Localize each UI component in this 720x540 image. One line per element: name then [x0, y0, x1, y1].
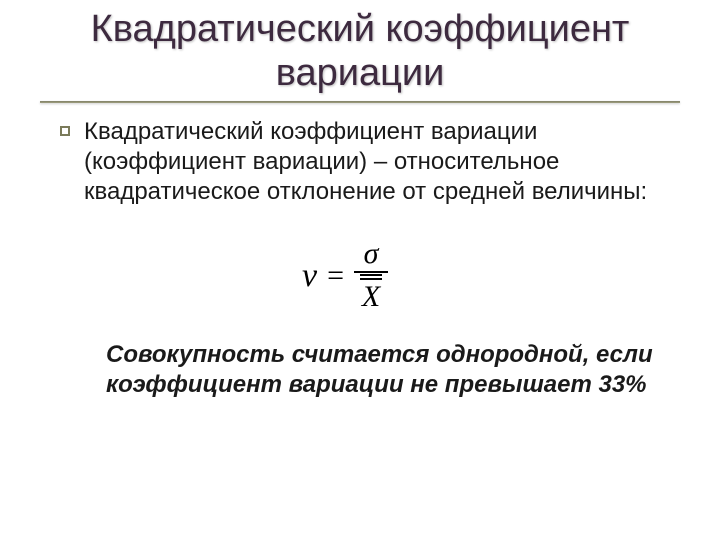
formula-fraction: σ X [354, 239, 388, 312]
formula-numerator: σ [358, 239, 385, 271]
square-bullet-icon [60, 126, 70, 136]
bullet-item: Квадратический коэффициент вариации (коэ… [60, 117, 690, 207]
slide-container: Квадратический коэффициент вариации Квад… [0, 0, 720, 540]
overbar-icon [360, 278, 382, 280]
slide-title: Квадратический коэффициент вариации [30, 8, 690, 95]
conclusion-text: Совокупность считается однородной, если … [60, 340, 690, 400]
formula-equals: = [327, 259, 344, 293]
title-underline [40, 101, 680, 103]
body-content: Квадратический коэффициент вариации (коэ… [30, 117, 690, 400]
overbar-icon [360, 274, 382, 276]
denominator-symbol: X [362, 276, 380, 312]
formula-denominator: X [356, 273, 386, 312]
formula: ν = σ X [302, 239, 388, 312]
formula-container: ν = σ X [60, 239, 690, 312]
formula-lhs: ν [302, 257, 317, 295]
definition-text: Квадратический коэффициент вариации (коэ… [84, 117, 690, 207]
